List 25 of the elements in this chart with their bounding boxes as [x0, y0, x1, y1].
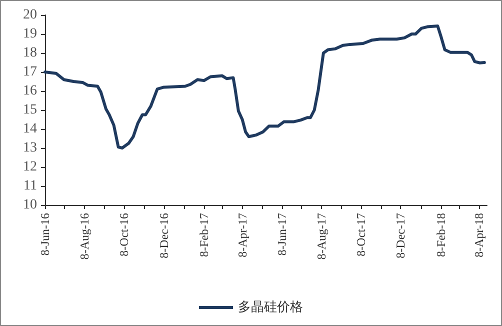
- x-tick-label: 8-Aug-17: [314, 213, 328, 260]
- x-tick-label: 8-Oct-16: [117, 213, 132, 256]
- y-tick-label: 17: [23, 64, 37, 80]
- x-tick-label: 8-Jun-16: [38, 213, 52, 256]
- line-series: [44, 24, 486, 150]
- y-tick-label: 16: [23, 84, 37, 98]
- y-tick-label: 10: [23, 198, 37, 212]
- y-tick-label: 12: [23, 160, 37, 174]
- x-tick-label: 8-Feb-18: [434, 213, 448, 257]
- x-tick-label: 8-Jun-17: [274, 213, 289, 256]
- x-tick-label: 8-Feb-17: [197, 213, 212, 257]
- x-tick-label: 8-Aug-16: [78, 213, 92, 260]
- y-tick-label: 11: [24, 178, 37, 194]
- x-tick-label: 8-Apr-18: [472, 213, 486, 258]
- x-tick-label: 8-Apr-17: [235, 213, 250, 258]
- y-tick-label: 13: [23, 140, 37, 156]
- y-tick-label: 14: [23, 122, 37, 136]
- y-tick-label: 15: [23, 102, 37, 118]
- legend-label: 多晶硅价格: [238, 300, 303, 315]
- x-tick-label: 8-Dec-16: [156, 213, 171, 258]
- y-tick-label: 19: [23, 26, 37, 42]
- x-tick-label: 8-Dec-17: [394, 213, 408, 258]
- y-tick-label: 18: [23, 46, 37, 60]
- x-tick-label: 8-Oct-17: [354, 213, 368, 256]
- y-tick-label: 20: [23, 8, 37, 22]
